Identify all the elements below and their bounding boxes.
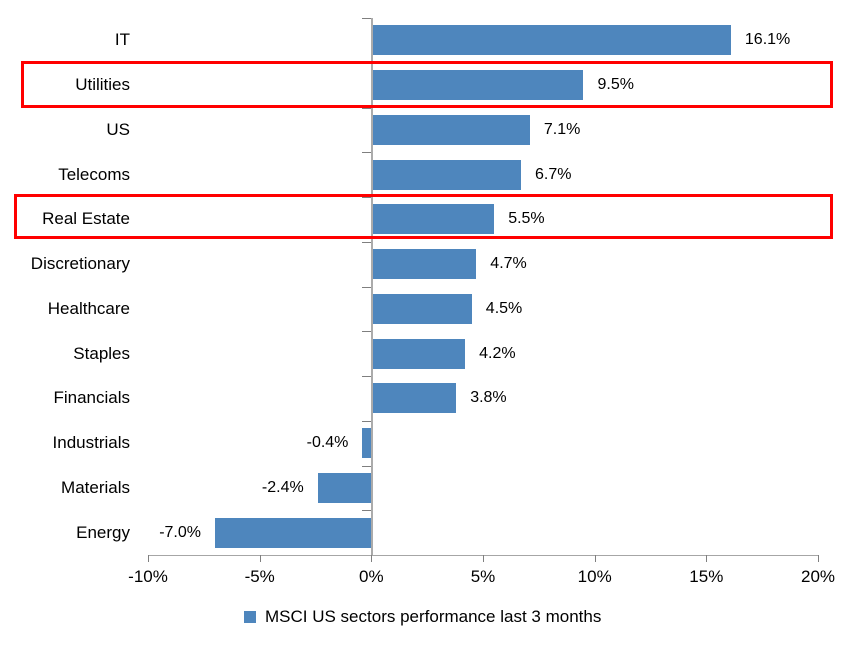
value-label: 4.5% <box>485 299 523 317</box>
category-label: Discretionary <box>30 254 130 274</box>
value-label: -7.0% <box>159 523 201 541</box>
y-axis-tick <box>362 286 372 288</box>
x-axis-tick <box>148 555 149 562</box>
y-axis-tick <box>362 331 372 333</box>
y-axis-tick <box>362 376 372 377</box>
y-axis-tick <box>362 197 372 198</box>
x-axis-tick <box>259 555 261 562</box>
bar <box>371 159 521 190</box>
category-label: Energy <box>76 522 130 542</box>
y-axis-tick <box>362 510 372 512</box>
x-tick-label: 0% <box>359 567 384 586</box>
x-tick-label: -10% <box>128 567 168 586</box>
x-tick-label: 10% <box>577 567 612 586</box>
value-label: 5.5% <box>508 210 545 228</box>
x-tick-label: 15% <box>689 567 724 586</box>
value-label: -2.4% <box>261 478 304 496</box>
x-axis-tick <box>594 555 596 562</box>
bar <box>371 204 495 235</box>
value-label: 6.7% <box>535 165 572 183</box>
x-tick-label: 5% <box>470 567 496 586</box>
bar <box>371 25 731 56</box>
value-label: 9.5% <box>597 76 634 94</box>
category-label: Real Estate <box>42 209 130 229</box>
y-axis-tick <box>362 241 372 243</box>
x-axis-tick <box>706 555 708 562</box>
legend: MSCI US sectors performance last 3 month… <box>244 607 601 627</box>
category-label: IT <box>114 30 130 50</box>
value-label: 7.1% <box>543 120 581 138</box>
category-label: Healthcare <box>47 298 130 318</box>
category-label: Financials <box>53 388 130 408</box>
y-axis-tick <box>362 18 372 19</box>
category-label: Utilities <box>75 75 130 95</box>
category-label: US <box>106 119 130 139</box>
value-label: 4.7% <box>490 255 527 273</box>
highlight-box <box>21 60 833 108</box>
value-label: -0.4% <box>306 434 349 452</box>
bar <box>215 517 372 548</box>
x-tick-label: -5% <box>244 567 275 586</box>
x-tick-label: 20% <box>800 567 836 586</box>
x-axis-tick <box>371 555 373 562</box>
x-axis-tick <box>483 555 484 562</box>
y-axis-tick <box>362 107 372 109</box>
bar <box>371 70 584 101</box>
zero-axis-line <box>371 18 374 555</box>
bar <box>371 249 477 280</box>
value-label: 16.1% <box>744 31 791 49</box>
legend-label: MSCI US sectors performance last 3 month… <box>265 607 602 626</box>
bar <box>371 293 472 324</box>
bar <box>317 472 372 503</box>
y-axis-tick <box>362 420 372 422</box>
value-label: 4.2% <box>479 344 516 362</box>
x-axis-tick <box>818 555 819 562</box>
bar <box>371 383 457 414</box>
bar <box>371 114 530 145</box>
category-label: Staples <box>73 343 130 363</box>
y-axis-tick <box>362 152 372 154</box>
bar <box>362 428 372 459</box>
highlight-box <box>14 194 833 239</box>
category-label: Industrials <box>52 433 130 453</box>
bar <box>371 338 466 369</box>
legend-marker <box>244 611 256 623</box>
y-axis-tick <box>362 465 372 467</box>
category-label: Telecoms <box>58 164 130 184</box>
value-label: 3.8% <box>470 389 507 407</box>
category-label: Materials <box>61 477 130 497</box>
